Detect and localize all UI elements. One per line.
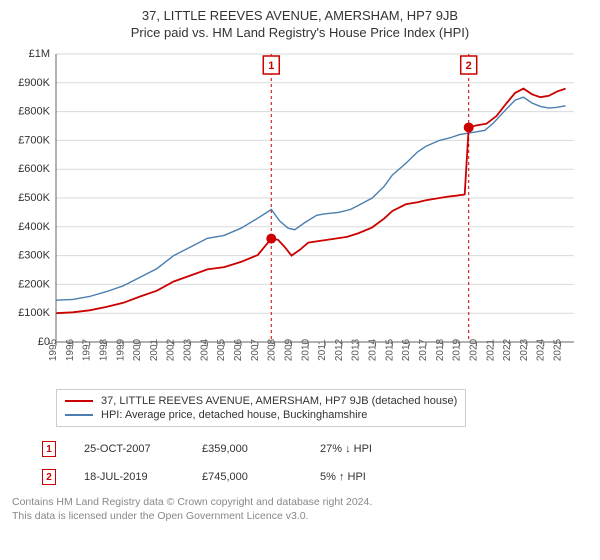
legend-swatch	[65, 414, 93, 416]
legend-label: 37, LITTLE REEVES AVENUE, AMERSHAM, HP7 …	[101, 395, 457, 407]
event-marker-box: 2	[42, 469, 56, 485]
footnote-line2: This data is licensed under the Open Gov…	[12, 509, 588, 523]
event-point	[464, 122, 474, 132]
svg-text:£300K: £300K	[18, 250, 50, 262]
event-row: 2 18-JUL-2019 £745,000 5% ↑ HPI	[42, 463, 588, 491]
svg-text:£400K: £400K	[18, 221, 50, 233]
legend-swatch	[65, 400, 93, 402]
chart-svg: £0£100K£200K£300K£400K£500K£600K£700K£80…	[12, 48, 588, 378]
svg-text:£700K: £700K	[18, 134, 50, 146]
legend-row: HPI: Average price, detached house, Buck…	[65, 408, 457, 422]
event-date: 18-JUL-2019	[84, 471, 174, 483]
events-table: 1 25-OCT-2007 £359,000 27% ↓ HPI 2 18-JUL-201…	[42, 435, 588, 491]
event-point	[266, 234, 276, 244]
legend-row: 37, LITTLE REEVES AVENUE, AMERSHAM, HP7 …	[65, 394, 457, 408]
legend-label: HPI: Average price, detached house, Buck…	[101, 409, 367, 421]
svg-text:£900K: £900K	[18, 77, 50, 89]
svg-text:1: 1	[268, 60, 274, 72]
event-price: £745,000	[202, 471, 292, 483]
svg-text:£800K: £800K	[18, 106, 50, 118]
event-row: 1 25-OCT-2007 £359,000 27% ↓ HPI	[42, 435, 588, 463]
chart: £0£100K£200K£300K£400K£500K£600K£700K£80…	[12, 48, 588, 383]
event-delta: 5% ↑ HPI	[320, 471, 410, 483]
svg-text:£500K: £500K	[18, 192, 50, 204]
svg-text:£600K: £600K	[18, 163, 50, 175]
title-main: 37, LITTLE REEVES AVENUE, AMERSHAM, HP7 …	[12, 8, 588, 23]
footnote: Contains HM Land Registry data © Crown c…	[12, 495, 588, 523]
legend: 37, LITTLE REEVES AVENUE, AMERSHAM, HP7 …	[56, 389, 466, 427]
svg-text:£200K: £200K	[18, 278, 50, 290]
footnote-line1: Contains HM Land Registry data © Crown c…	[12, 495, 588, 509]
event-date: 25-OCT-2007	[84, 443, 174, 455]
event-price: £359,000	[202, 443, 292, 455]
event-delta: 27% ↓ HPI	[320, 443, 410, 455]
svg-text:£100K: £100K	[18, 307, 50, 319]
event-marker-box: 1	[42, 441, 56, 457]
svg-text:2: 2	[466, 60, 472, 72]
svg-text:£1M: £1M	[29, 48, 50, 60]
title-sub: Price paid vs. HM Land Registry's House …	[12, 25, 588, 40]
